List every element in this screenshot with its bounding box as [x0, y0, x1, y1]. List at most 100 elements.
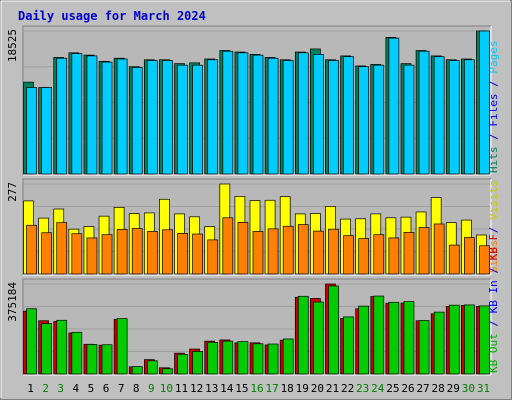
bar-sites [343, 235, 354, 275]
bar-files [237, 52, 249, 175]
bar-sites [222, 217, 234, 275]
bar-files [177, 64, 188, 175]
bar-files [56, 57, 68, 175]
bar-files [388, 37, 400, 175]
legend-entry: KB Out [487, 333, 500, 373]
x-tick-label: 26 [401, 382, 414, 395]
bar-files [71, 53, 83, 175]
y-max-label: 277 [6, 182, 19, 202]
bar-sites [267, 228, 279, 275]
bar-kb-out [207, 341, 219, 375]
bar-kb-out [237, 341, 249, 375]
legend-entry: Pages [487, 41, 500, 74]
bar-sites [282, 225, 294, 275]
bar-sites [86, 237, 98, 275]
x-tick-label: 29 [447, 382, 460, 395]
chart-title: Daily usage for March 2024 [18, 9, 206, 23]
bar-kb-out [222, 340, 234, 375]
kbytes-panel: 375184 KB Out / KB In / KB F [6, 234, 500, 376]
bar-kb-out [297, 295, 309, 375]
x-tick-label: 13 [205, 382, 218, 395]
bar-files [252, 54, 264, 175]
x-tick-label: 25 [386, 382, 399, 395]
bar-sites [192, 233, 203, 275]
bar-sites [146, 231, 158, 275]
legend-entry: Files [487, 94, 500, 127]
legend: Hits / Files / Pages [487, 41, 500, 174]
x-tick-label: 5 [88, 382, 95, 395]
bar-sites [56, 222, 68, 275]
x-tick-label: 23 [356, 382, 369, 395]
x-tick-label: 27 [416, 382, 429, 395]
bar-files [373, 64, 385, 175]
x-tick-label: 20 [311, 382, 324, 395]
bar-files [131, 67, 143, 175]
x-tick-label: 30 [462, 382, 475, 395]
x-tick-label: 12 [190, 382, 203, 395]
bar-files [313, 54, 324, 175]
bar-files [448, 60, 460, 175]
legend-entry: KB F [487, 234, 500, 261]
bar-sites [101, 234, 113, 275]
bar-kb-out [313, 301, 324, 375]
legend-entry: / [487, 260, 500, 280]
x-tick-label: 16 [250, 382, 263, 395]
bar-kb-out [418, 320, 430, 375]
bar-files [282, 60, 294, 175]
bar-kb-out [177, 353, 188, 375]
legend-entry: KB In [487, 280, 500, 313]
bar-files [41, 87, 52, 175]
bar-sites [41, 232, 52, 275]
bar-kb-out [86, 344, 98, 375]
bar-files [433, 56, 445, 175]
bar-sites [433, 223, 445, 275]
bar-kb-out [479, 305, 490, 375]
legend-entry: Hits [487, 147, 500, 174]
x-tick-label: 14 [220, 382, 234, 395]
bar-sites [237, 221, 249, 275]
bar-sites [313, 230, 324, 275]
bar-files [328, 60, 339, 175]
panels-group: 18525 Hits / Files / Pages 277 Sites / Visi… [6, 25, 500, 376]
x-tick-label: 15 [235, 382, 248, 395]
x-tick-label: 7 [118, 382, 125, 395]
bar-sites [177, 233, 188, 275]
x-tick-label: 19 [296, 382, 309, 395]
x-tick-label: 22 [341, 382, 354, 395]
bar-kb-out [71, 331, 83, 375]
x-tick-label: 4 [73, 382, 80, 395]
bar-sites [207, 239, 219, 275]
bar-files [464, 59, 475, 175]
bar-kb-out [358, 305, 370, 375]
bar-kb-out [131, 366, 143, 375]
hits-panel: 18525 Hits / Files / Pages [6, 25, 500, 176]
x-tick-label: 1 [27, 382, 34, 395]
bar-kb-out [56, 319, 68, 375]
bar-files [343, 56, 354, 175]
bar-sites [162, 229, 173, 275]
bar-files [26, 87, 37, 175]
x-tick-label: 11 [175, 382, 188, 395]
bar-files [101, 61, 113, 175]
bar-sites [328, 228, 339, 275]
bar-files [116, 58, 128, 175]
x-tick-label: 9 [148, 382, 155, 395]
bar-kb-out [162, 368, 173, 375]
bar-sites [71, 233, 83, 275]
bar-files [418, 50, 430, 175]
bar-kb-out [403, 301, 415, 375]
bar-files [192, 64, 203, 175]
bar-kb-out [388, 301, 400, 375]
x-axis-labels: 1 2 3 4 5 6 7 8 9 10 11 12 13 14 15 16 17 18 19 20 21 22 23 24 2… [27, 382, 490, 395]
x-tick-label: 24 [371, 382, 385, 395]
legend-entry: / [487, 220, 500, 240]
bar-files [297, 52, 309, 175]
bar-sites [26, 224, 37, 275]
bar-files [86, 55, 98, 175]
bar-kb-out [267, 343, 279, 375]
bar-sites [418, 227, 430, 275]
y-max-label: 18525 [6, 29, 19, 62]
bar-kb-out [448, 304, 460, 375]
